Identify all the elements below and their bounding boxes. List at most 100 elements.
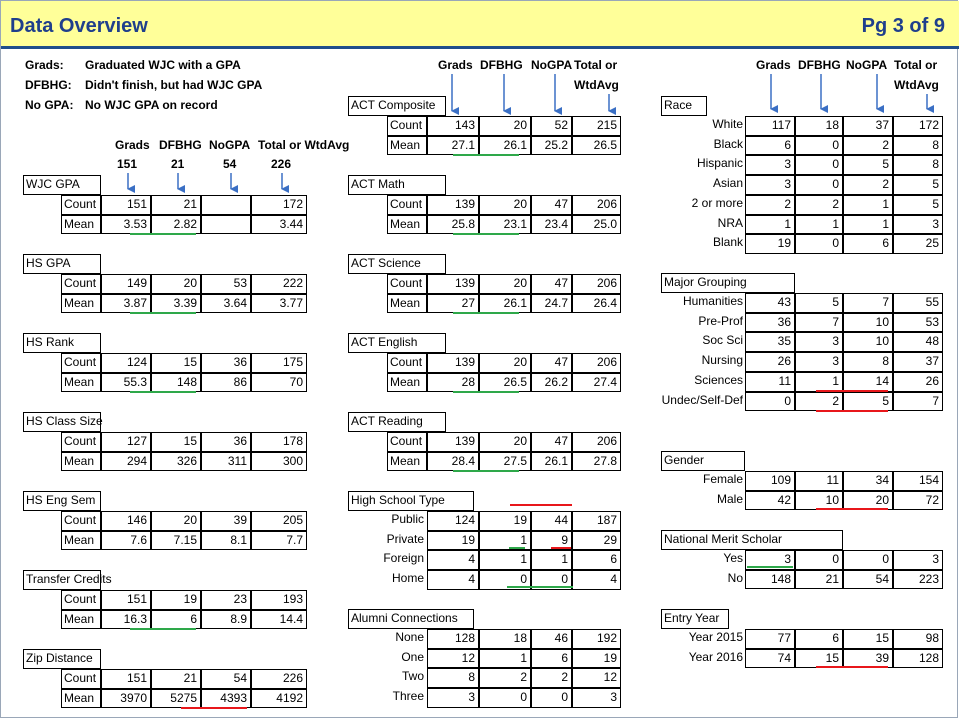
row-label: Humanities: [682, 293, 743, 308]
row-label: No: [727, 570, 743, 585]
table-cell: 26.1: [479, 135, 531, 156]
left-n-total: 226: [271, 157, 292, 171]
table-cell: 53: [201, 273, 251, 294]
table-cell: 0: [479, 688, 531, 708]
table-cell: 4: [427, 550, 479, 570]
table-cell: 3.44: [251, 214, 307, 235]
highlight-green: [453, 391, 519, 393]
table-cell: 6: [151, 609, 201, 630]
table-cell: 0: [795, 549, 843, 570]
table-cell: 26.1: [531, 451, 572, 472]
table-cell: 43: [745, 292, 795, 313]
left-n-grads: 151: [117, 157, 138, 171]
table-title: National Merit Scholar: [661, 530, 843, 550]
table-cell: 9: [531, 530, 572, 551]
table-cell: 143: [427, 115, 479, 136]
highlight-green: [130, 312, 196, 314]
right-header-total2: WtdAvg: [894, 78, 939, 92]
table-cell: 205: [251, 510, 307, 531]
table-cell: 11: [795, 470, 843, 491]
table-cell: 2: [531, 668, 572, 688]
table-cell: 26: [745, 352, 795, 372]
table-cell: 23.1: [479, 214, 531, 235]
highlight-green: [747, 566, 793, 568]
page-title: Data Overview: [10, 15, 148, 37]
mid-header-nogpa: NoGPA: [531, 58, 573, 72]
table-cell: 20: [151, 273, 201, 294]
table-cell: 11: [745, 371, 795, 392]
legend-def-grads: Graduated WJC with a GPA: [85, 58, 241, 72]
table-cell: 21: [151, 194, 201, 215]
row-label: Mean: [387, 451, 427, 472]
row-label: Mean: [61, 688, 101, 709]
table-cell: 48: [893, 332, 943, 352]
highlight-green: [453, 470, 519, 472]
table-cell: 12: [427, 648, 479, 669]
row-label: Soc Sci: [702, 333, 743, 348]
table-cell: 5: [795, 292, 843, 313]
table-cell: 5275: [151, 688, 201, 709]
row-label: Count: [387, 194, 427, 215]
table-cell: 226: [251, 668, 307, 689]
table-cell: 5: [893, 194, 943, 215]
row-label: Year 2015: [688, 629, 743, 644]
table-cell: 7.15: [151, 530, 201, 551]
table-cell: 20: [479, 194, 531, 215]
row-label: Count: [61, 510, 101, 531]
table-cell: 3.53: [101, 214, 151, 235]
table-cell: 25.0: [572, 214, 621, 235]
table-cell: 10: [843, 332, 893, 352]
table-cell: 0: [795, 175, 843, 195]
table-cell: 3: [427, 688, 479, 708]
table-cell: 3.77: [251, 293, 307, 314]
table-cell: 128: [427, 628, 479, 649]
right-header-dfbhg: DFBHG: [798, 58, 841, 72]
table-cell: 3: [795, 332, 843, 352]
mid-header-grads: Grads: [438, 58, 473, 72]
table-cell: 7: [893, 391, 943, 412]
row-label: Mean: [61, 530, 101, 551]
row-label: Count: [387, 431, 427, 452]
table-cell: 8: [843, 352, 893, 372]
table-cell: 109: [745, 470, 795, 491]
table-cell: 2: [843, 175, 893, 195]
table-cell: 1: [843, 194, 893, 215]
table-cell: 25: [893, 234, 943, 254]
table-cell: 172: [893, 115, 943, 136]
row-label: Nursing: [701, 353, 743, 367]
table-cell: 19: [572, 648, 621, 669]
table-cell: [201, 214, 251, 235]
table-cell: 55.3: [101, 372, 151, 393]
table-cell: 311: [201, 451, 251, 472]
table-cell: 23.4: [531, 214, 572, 235]
left-header-dfbhg: DFBHG: [159, 138, 202, 152]
highlight-green: [453, 233, 519, 235]
table-cell: 206: [572, 431, 621, 452]
table-cell: 7: [795, 312, 843, 333]
table-cell: 19: [427, 530, 479, 551]
table-cell: 294: [101, 451, 151, 472]
table-title: Major Grouping: [661, 273, 795, 293]
table-title: Race: [661, 96, 707, 116]
table-cell: 26.1: [479, 293, 531, 314]
table-cell: 7: [843, 292, 893, 313]
table-cell: 28: [427, 372, 479, 393]
row-label: Count: [61, 194, 101, 215]
row-label: Count: [387, 115, 427, 136]
table-cell: 139: [427, 431, 479, 452]
table-cell: 25.2: [531, 135, 572, 156]
legend-term-dfbhg: DFBHG:: [25, 78, 72, 92]
table-cell: 326: [151, 451, 201, 472]
table-cell: 20: [151, 510, 201, 531]
column-arrows: [127, 74, 934, 193]
table-cell: 86: [201, 372, 251, 393]
table-cell: 3.64: [201, 293, 251, 314]
table-title: HS Rank: [23, 333, 101, 353]
row-label: Pre-Prof: [698, 313, 743, 328]
table-cell: 2.82: [151, 214, 201, 235]
highlight-red: [816, 410, 888, 412]
table-cell: 20: [479, 431, 531, 452]
left-header-grads: Grads: [115, 138, 150, 152]
table-cell: 2: [795, 391, 843, 412]
table-cell: 29: [572, 530, 621, 551]
